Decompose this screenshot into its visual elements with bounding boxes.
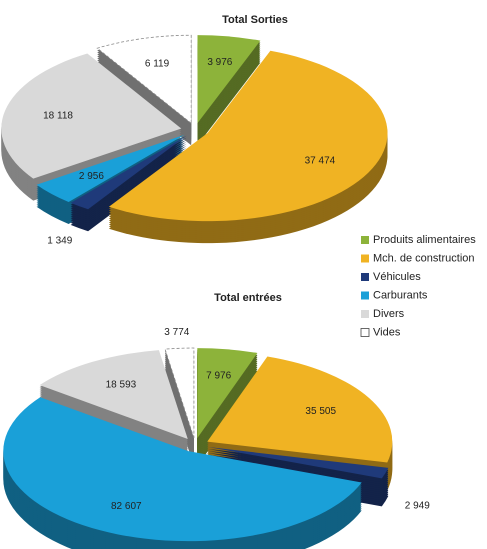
data-label: 18 118 — [43, 110, 73, 121]
slice — [1, 53, 182, 179]
data-label: 6 119 — [145, 59, 170, 70]
legend-swatch — [361, 310, 369, 318]
legend-swatch — [361, 236, 369, 244]
slice — [3, 397, 362, 542]
slice — [197, 35, 261, 124]
data-label: 7 976 — [206, 371, 231, 382]
slice — [96, 34, 192, 125]
pie-group — [1, 34, 388, 244]
legend-swatch — [361, 254, 369, 263]
data-label: 35 505 — [305, 406, 336, 417]
legend-label: Véhicules — [373, 271, 421, 283]
legend-label: Vides — [373, 326, 401, 338]
legend-label: Produits alimentaires — [373, 234, 476, 246]
slice — [36, 134, 185, 202]
slice-side — [208, 453, 389, 485]
slice-side — [208, 455, 389, 487]
slice — [70, 135, 187, 210]
data-label: 18 593 — [106, 380, 137, 391]
slice — [207, 356, 393, 463]
legend-label: Carburants — [373, 289, 428, 301]
legend-swatch — [361, 291, 369, 300]
chart-title: Total entrées — [214, 292, 282, 304]
data-label: 1 349 — [47, 236, 72, 247]
legend-label: Mch. de construction — [373, 252, 475, 264]
slice — [108, 50, 388, 222]
pie-group — [3, 347, 393, 549]
chart-title: Total Sorties — [222, 14, 288, 26]
legend-label: Divers — [373, 308, 405, 320]
data-label: 82 607 — [111, 501, 142, 512]
slice — [197, 348, 258, 439]
data-label: 37 474 — [305, 156, 336, 167]
slice-side — [208, 449, 389, 481]
legend-swatch — [361, 273, 369, 281]
slice — [164, 347, 195, 439]
legend-swatch — [360, 328, 370, 337]
slice — [208, 447, 389, 479]
slice — [39, 350, 188, 440]
slice-side — [208, 451, 389, 483]
data-label: 2 949 — [405, 501, 430, 512]
data-label: 2 956 — [79, 171, 104, 182]
data-label: 3 774 — [164, 327, 189, 338]
data-label: 3 976 — [207, 57, 232, 68]
